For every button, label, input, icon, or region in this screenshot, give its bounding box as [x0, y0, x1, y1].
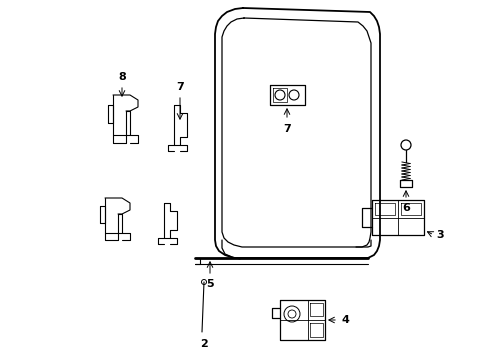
Text: 6: 6: [401, 203, 409, 213]
Text: 8: 8: [118, 72, 125, 82]
Text: 7: 7: [283, 124, 290, 134]
Text: 2: 2: [200, 339, 207, 349]
Text: 5: 5: [206, 279, 213, 289]
Text: 7: 7: [176, 82, 183, 92]
Text: 3: 3: [435, 230, 443, 240]
Text: 4: 4: [340, 315, 348, 325]
